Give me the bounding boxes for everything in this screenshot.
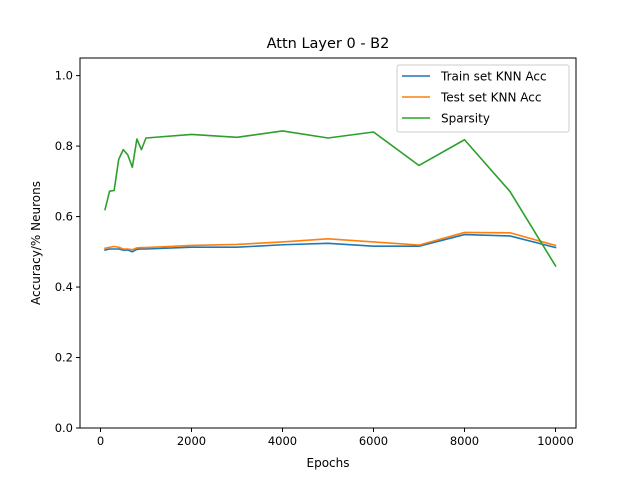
y-axis-label: Accuracy/% Neurons <box>29 181 43 305</box>
x-tick-label: 6000 <box>359 434 388 448</box>
legend-label-1: Test set KNN Acc <box>440 91 541 105</box>
x-tick-label: 0 <box>97 434 104 448</box>
x-tick-label: 4000 <box>268 434 297 448</box>
x-tick-label: 2000 <box>177 434 206 448</box>
y-axis-ticks: 0.0 0.2 0.4 0.6 0.8 1.0 <box>55 69 80 435</box>
legend: Train set KNN Acc Test set KNN Acc Sparsit… <box>396 64 570 133</box>
y-tick-label: 0.8 <box>55 139 73 153</box>
plot-lines <box>104 130 557 267</box>
y-tick-label: 0.4 <box>55 280 73 294</box>
x-tick-label: 8000 <box>450 434 479 448</box>
y-tick-label: 0.0 <box>55 421 73 435</box>
y-tick-label: 0.2 <box>55 351 73 365</box>
series-line-0 <box>104 233 557 253</box>
axes-frame <box>79 57 577 429</box>
y-tick-label: 0.6 <box>55 210 73 224</box>
x-axis-ticks: 0 2000 4000 6000 8000 10000 <box>97 428 574 448</box>
x-axis-label: Epochs <box>307 456 350 470</box>
legend-label-0: Train set KNN Acc <box>440 70 547 84</box>
chart-title: Attn Layer 0 - B2 <box>267 36 390 52</box>
series-line-1 <box>104 231 557 251</box>
legend-frame <box>396 64 570 133</box>
x-tick-label: 10000 <box>537 434 574 448</box>
series-line-2 <box>104 130 557 267</box>
legend-label-2: Sparsity <box>441 112 490 126</box>
y-tick-label: 1.0 <box>55 69 73 83</box>
